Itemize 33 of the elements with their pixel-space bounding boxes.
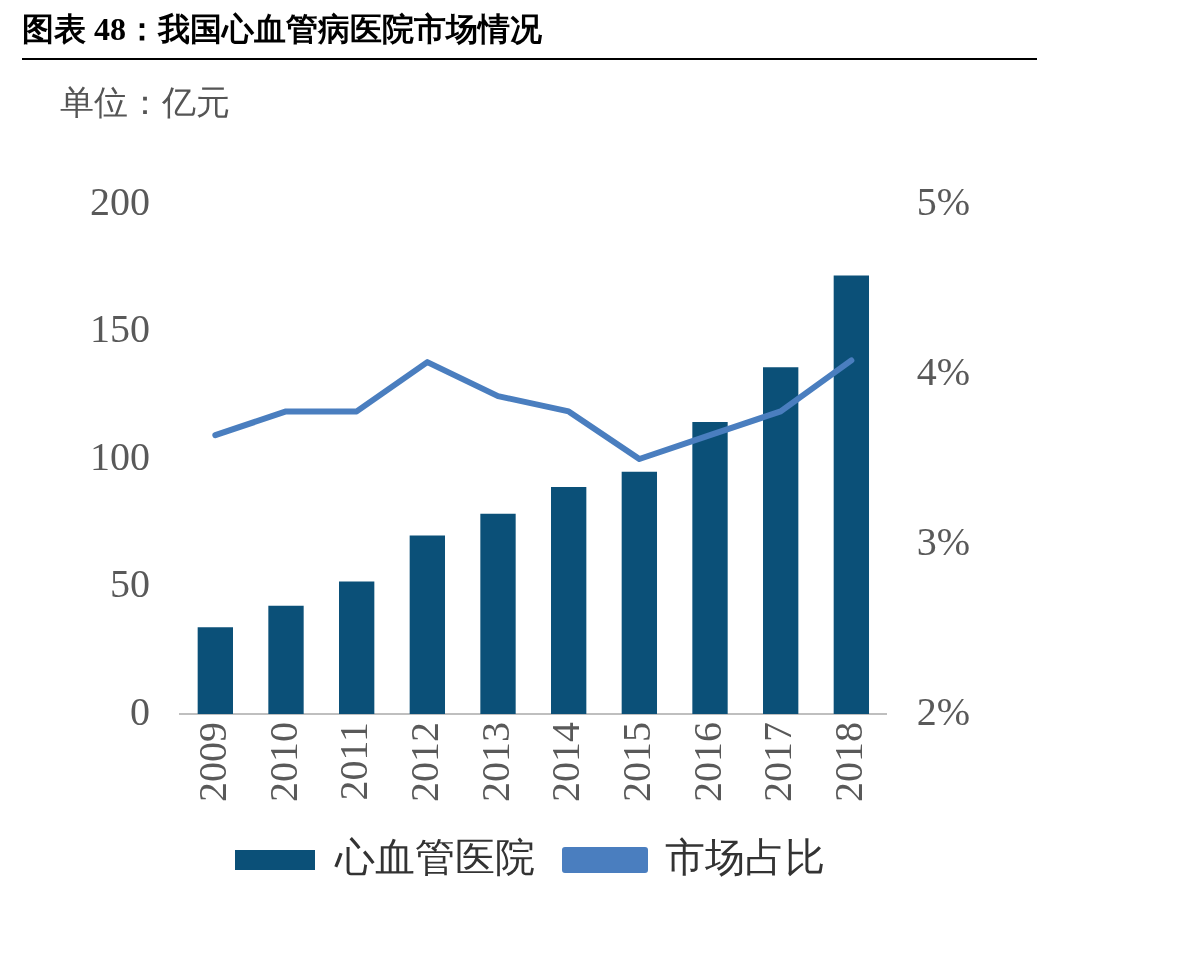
bar	[621, 471, 658, 714]
bar	[197, 627, 233, 714]
y2-tick-label: 3%	[916, 518, 971, 564]
bar	[551, 487, 587, 714]
y-tick-label: 150	[90, 306, 150, 351]
x-tick-label: 2018	[825, 722, 871, 802]
x-tick-label: 2012	[401, 722, 447, 802]
y2-tick-label: 5%	[916, 178, 971, 224]
y-tick-label: 0	[130, 688, 150, 734]
bar	[339, 581, 375, 714]
bar	[480, 513, 516, 714]
x-tick-label: 2015	[613, 722, 659, 802]
x-tick-label: 2010	[260, 722, 306, 802]
x-tick-label: 2014	[543, 722, 589, 802]
x-tick-label: 2017	[755, 722, 801, 802]
bar	[833, 275, 870, 714]
bar	[409, 535, 446, 714]
bar	[268, 605, 304, 714]
x-tick-label: 2016	[684, 722, 730, 802]
y-tick-label: 100	[90, 433, 150, 479]
x-tick-label: 2011	[331, 722, 377, 801]
x-tick-label: 2013	[472, 722, 518, 802]
y-tick-label: 50	[110, 561, 150, 606]
chart-title: 图表 48：我国心血管病医院市场情况	[22, 8, 1037, 60]
bar	[763, 367, 799, 714]
y-tick-label: 200	[90, 178, 150, 224]
y2-tick-label: 4%	[916, 348, 971, 394]
text: 单位：亿元	[60, 83, 230, 123]
x-tick-label: 2009	[189, 722, 235, 802]
bar	[692, 422, 728, 714]
legend-label: 市场占比	[665, 834, 825, 880]
legend-label: 心血管医院	[334, 834, 535, 880]
y2-tick-label: 2%	[916, 688, 971, 734]
